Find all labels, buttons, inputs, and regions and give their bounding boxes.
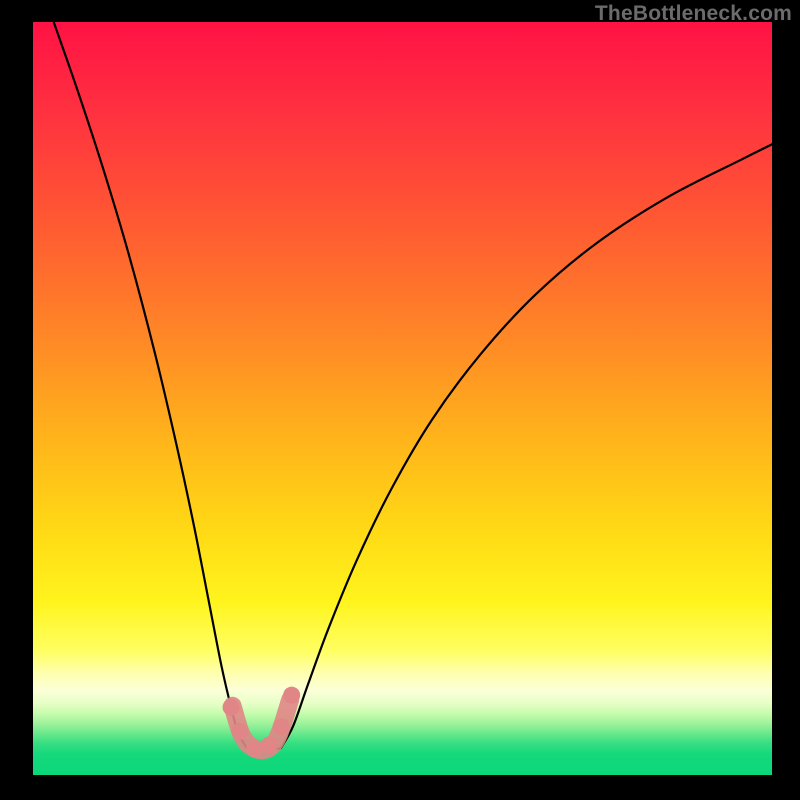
plot-background xyxy=(33,22,772,775)
figure-root: TheBottleneck.com xyxy=(0,0,800,800)
valley-marker xyxy=(261,736,278,753)
valley-marker xyxy=(223,699,240,716)
valley-marker xyxy=(246,740,263,757)
plot-svg xyxy=(0,0,800,800)
valley-marker xyxy=(273,718,290,735)
valley-marker xyxy=(231,723,248,740)
valley-marker xyxy=(283,687,300,704)
